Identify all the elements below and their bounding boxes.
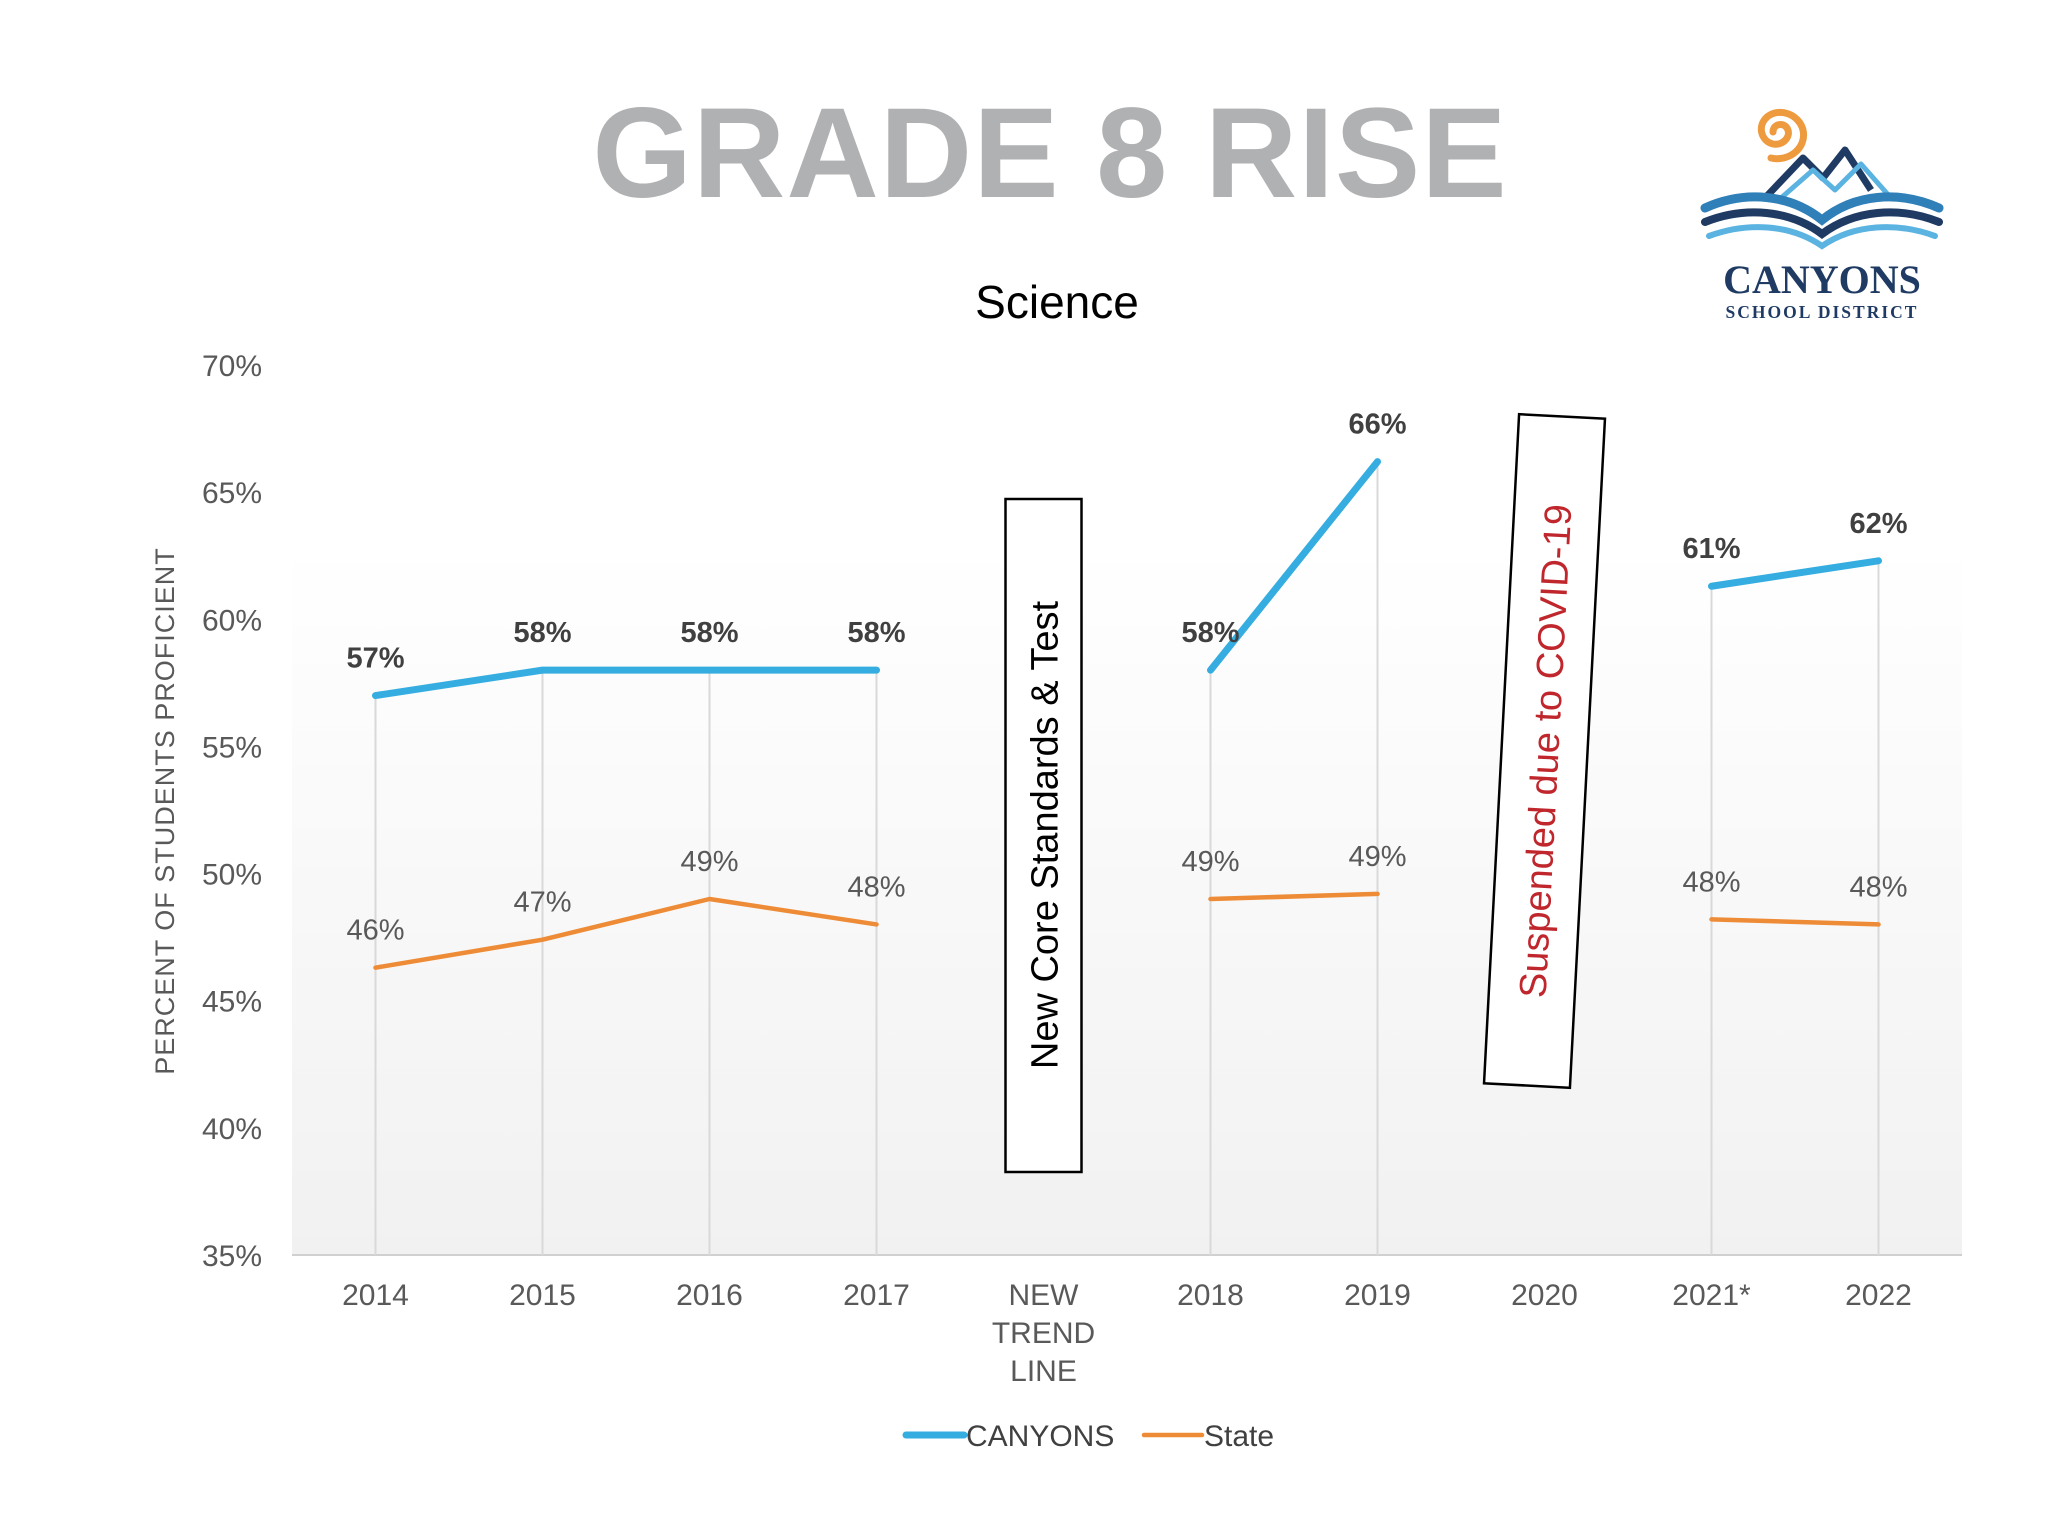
y-tick-label: 50% — [202, 859, 262, 892]
canyons-point — [1711, 585, 1713, 587]
canyons-data-label: 58% — [847, 617, 905, 649]
page-title: GRADE 8 RISE — [592, 82, 1508, 225]
state-series-line — [373, 896, 879, 970]
x-tick-label: 2018 — [1177, 1279, 1244, 1312]
state-data-label: 49% — [1348, 841, 1406, 873]
chart-title: Science — [975, 276, 1139, 328]
x-tick-label: 2022 — [1845, 1279, 1912, 1312]
x-tick-label: 2016 — [676, 1279, 743, 1312]
state-data-label: 46% — [346, 915, 404, 947]
annotation-new-core-standards: New Core Standards & Test — [1004, 497, 1083, 1174]
annotations: New Core Standards & Test Suspended due t… — [1004, 412, 1607, 1174]
state-data-label: 49% — [1181, 846, 1239, 878]
x-tick-label: 2017 — [843, 1279, 910, 1312]
state-data-label: 48% — [1682, 866, 1740, 898]
y-axis-title: PERCENT OF STUDENTS PROFICIENT — [150, 547, 180, 1075]
drop-lines — [374, 461, 1880, 1255]
sun-spiral-icon — [1757, 109, 1808, 163]
state-point — [709, 898, 711, 900]
state-data-label: 49% — [680, 846, 738, 878]
y-tick-label: 70% — [202, 350, 262, 383]
annotation-text: New Core Standards & Test — [1025, 600, 1067, 1069]
state-point — [1711, 918, 1713, 920]
y-tick-label: 65% — [202, 477, 262, 510]
logo-name: CANYONS — [1723, 257, 1921, 302]
y-tick-label: 45% — [202, 986, 262, 1019]
y-tick-label: 55% — [202, 731, 262, 764]
y-tick-label: 40% — [202, 1113, 262, 1146]
mountains-icon — [1762, 146, 1893, 201]
open-book-icon — [1700, 192, 1944, 250]
state-point — [375, 967, 377, 969]
canyons-logo: CANYONS SCHOOL DISTRICT — [1700, 109, 1944, 322]
x-tick-label: 2020 — [1511, 1279, 1578, 1312]
state-point — [1210, 898, 1212, 900]
x-axis: 2014 2015 2016 2017 NEW TREND LINE 2018 2019 2020… — [342, 1279, 1912, 1388]
series — [372, 458, 1882, 970]
annotation-covid-suspended: Suspended due to COVID-19 — [1482, 412, 1607, 1090]
plot-background — [292, 545, 1962, 1255]
x-tick-label: 2019 — [1344, 1279, 1411, 1312]
legend-label: CANYONS — [966, 1420, 1114, 1453]
y-tick-label: 35% — [202, 1240, 262, 1273]
x-tick-label: NEW TREND LINE — [992, 1279, 1095, 1388]
canyons-point — [1377, 461, 1379, 463]
canyons-data-label: 62% — [1849, 508, 1907, 540]
canyons-data-label: 57% — [346, 643, 404, 675]
data-labels: 57% 58% 58% 58% 58% 66% 61% 62% 46% 47% 49% 48% 49% 4… — [346, 409, 1907, 947]
state-point — [876, 923, 878, 925]
canyons-series-line — [372, 666, 880, 700]
canyons-point — [876, 669, 878, 671]
legend: CANYONS State — [902, 1420, 1274, 1453]
canyons-data-label: 58% — [1181, 617, 1239, 649]
canyons-point — [709, 669, 711, 671]
state-series-line — [1208, 891, 1380, 902]
annotation-box — [1004, 497, 1083, 1174]
state-data-label: 47% — [513, 887, 571, 919]
state-data-label: 48% — [847, 871, 905, 903]
x-tick-label: 2014 — [342, 1279, 409, 1312]
annotation-box — [1482, 412, 1607, 1090]
canyons-series-line — [1708, 557, 1882, 590]
canyons-point — [375, 695, 377, 697]
canyons-series-line — [1207, 458, 1381, 674]
canyons-point — [1878, 560, 1880, 562]
canyons-data-label: 58% — [513, 617, 571, 649]
state-point — [1878, 923, 1880, 925]
state-point — [542, 939, 544, 941]
logo-subtitle: SCHOOL DISTRICT — [1726, 302, 1919, 322]
canyons-data-label: 58% — [680, 617, 738, 649]
state-series-line — [1709, 917, 1881, 927]
x-tick-label: 2021* — [1672, 1279, 1751, 1312]
x-tick-label: 2015 — [509, 1279, 576, 1312]
canyons-point — [542, 669, 544, 671]
legend-label: State — [1204, 1420, 1274, 1453]
y-axis: 35% 40% 45% 50% 55% 60% 65% 70% — [202, 350, 1962, 1273]
canyons-data-label: 61% — [1682, 533, 1740, 565]
canyons-point — [1210, 669, 1212, 671]
y-tick-label: 60% — [202, 604, 262, 637]
state-data-label: 48% — [1849, 871, 1907, 903]
state-point — [1377, 893, 1379, 895]
canyons-data-label: 66% — [1348, 409, 1406, 441]
